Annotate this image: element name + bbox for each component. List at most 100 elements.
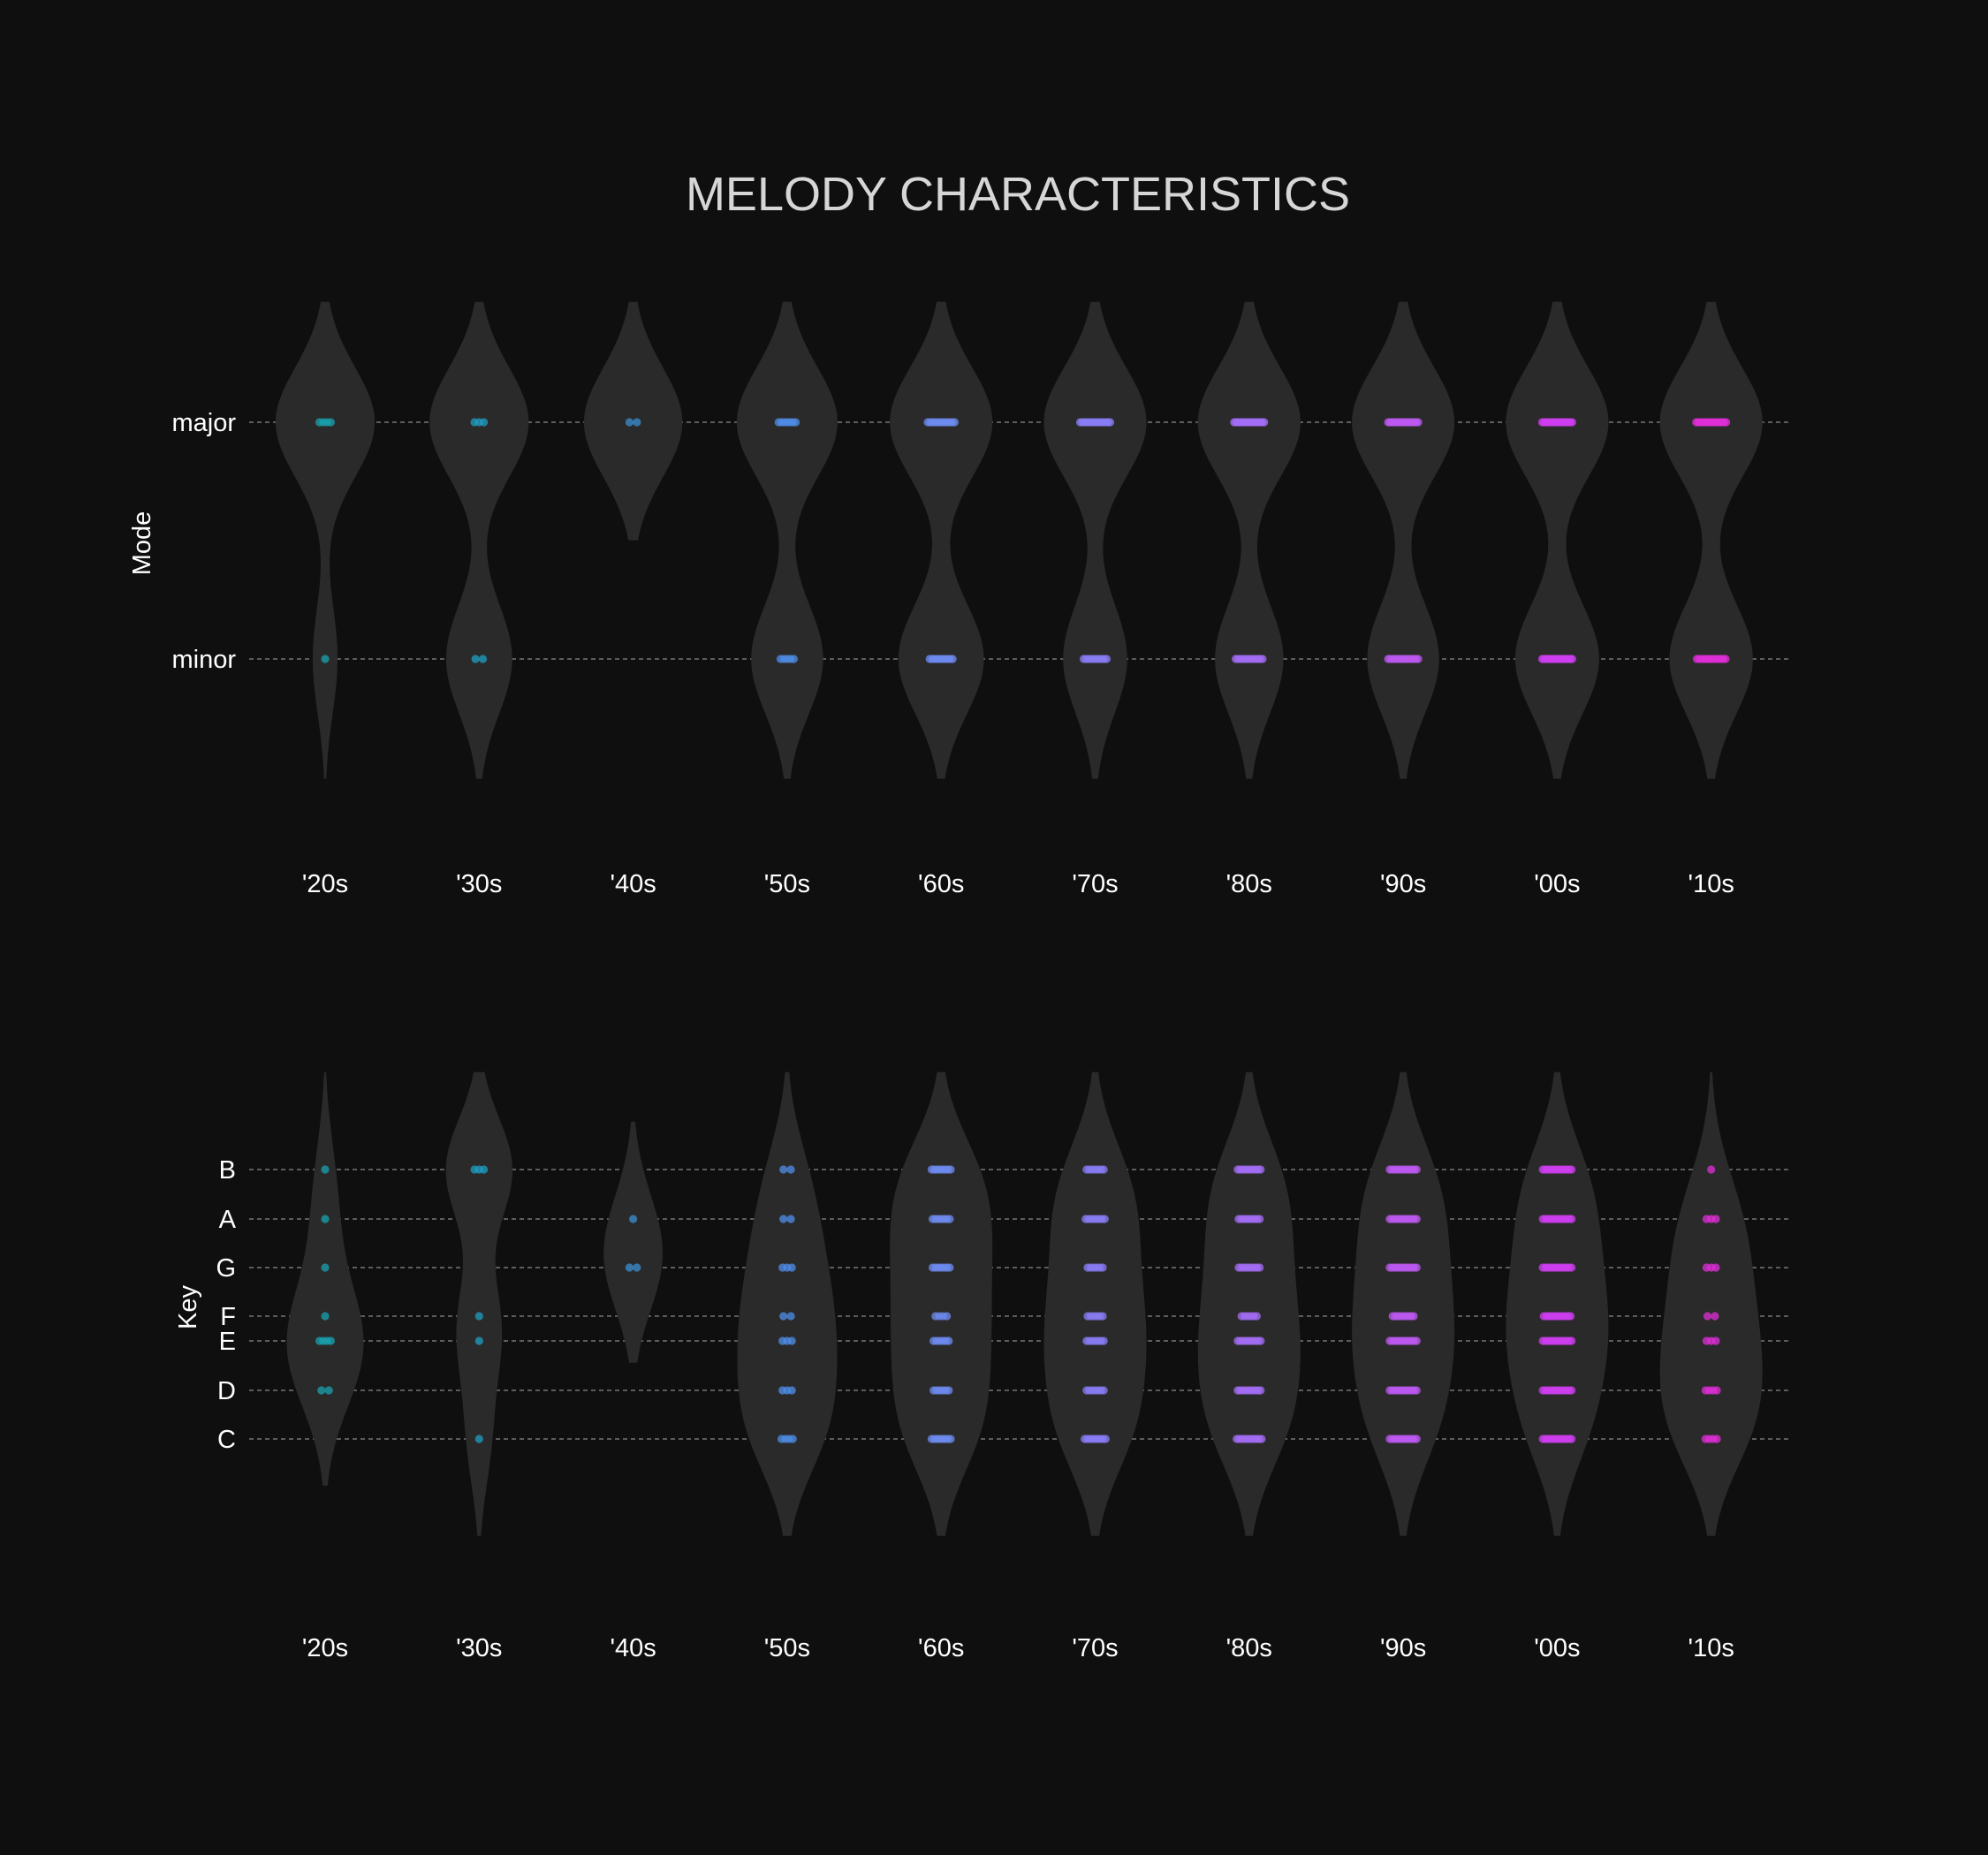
mode-x-tick-label-9: '10s xyxy=(1688,870,1734,898)
chart-title: MELODY CHARACTERISTICS xyxy=(686,168,1350,221)
mode-point xyxy=(1105,418,1115,427)
mode-point xyxy=(478,655,488,663)
key-x-tick-label-9: '10s xyxy=(1688,1634,1734,1662)
y-tick-label-a: A xyxy=(219,1206,237,1234)
key-point xyxy=(1101,1435,1110,1443)
y-tick-label-c: C xyxy=(217,1426,236,1454)
key-x-tick-label-8: '00s xyxy=(1534,1634,1580,1662)
mode-x-tick-label-1: '30s xyxy=(456,870,502,898)
key-point xyxy=(625,1263,634,1272)
key-point xyxy=(1567,1336,1576,1345)
key-point xyxy=(945,1215,954,1223)
key-point xyxy=(945,1263,954,1272)
key-point xyxy=(945,1336,953,1345)
key-point xyxy=(1256,1386,1265,1395)
mode-point xyxy=(792,418,801,427)
mode-point xyxy=(471,655,480,663)
mode-violin-3 xyxy=(736,301,838,779)
y-tick-label-d: D xyxy=(217,1377,236,1405)
key-point xyxy=(474,1312,483,1321)
key-point xyxy=(1707,1165,1716,1174)
key-violin-5 xyxy=(1043,1071,1147,1536)
key-point xyxy=(946,1435,955,1443)
y-tick-label-e: E xyxy=(219,1328,236,1356)
mode-x-tick-label-7: '90s xyxy=(1380,870,1426,898)
key-point xyxy=(1256,1336,1265,1345)
key-point xyxy=(1256,1263,1264,1272)
key-point xyxy=(1099,1386,1108,1395)
key-point xyxy=(1098,1312,1107,1321)
key-point xyxy=(786,1165,795,1174)
key-point xyxy=(324,1386,333,1395)
key-point xyxy=(633,1263,641,1272)
key-point xyxy=(1712,1386,1721,1395)
key-point xyxy=(1567,1435,1576,1443)
mode-point xyxy=(1260,418,1269,427)
mode-x-tick-label-2: '40s xyxy=(610,870,656,898)
mode-point xyxy=(633,418,641,427)
key-violin-6 xyxy=(1197,1071,1301,1536)
mode-point xyxy=(1258,655,1267,663)
key-violin-4 xyxy=(890,1071,993,1536)
key-point xyxy=(321,1165,330,1174)
key-point xyxy=(1412,1165,1421,1174)
mode-point xyxy=(948,655,957,663)
mode-point xyxy=(950,418,959,427)
key-point xyxy=(787,1336,796,1345)
key-violin-1 xyxy=(445,1071,512,1536)
key-point xyxy=(1256,1165,1265,1174)
key-point xyxy=(1100,1215,1109,1223)
key-point xyxy=(1409,1312,1418,1321)
key-point xyxy=(1412,1215,1421,1223)
key-point xyxy=(629,1215,638,1223)
mode-point xyxy=(1722,418,1731,427)
key-point xyxy=(1256,1215,1264,1223)
y-tick-label-g: G xyxy=(216,1254,236,1283)
key-point xyxy=(786,1312,795,1321)
key-point xyxy=(474,1435,483,1443)
mode-violin-0 xyxy=(276,301,375,779)
key-point xyxy=(1711,1263,1720,1272)
mode-violin-5 xyxy=(1043,301,1147,779)
key-violin-2 xyxy=(603,1121,663,1363)
key-violin-0 xyxy=(286,1071,364,1486)
key-violin-3 xyxy=(737,1071,838,1536)
mode-x-tick-label-0: '20s xyxy=(302,870,348,898)
key-point xyxy=(788,1435,797,1443)
key-point xyxy=(779,1165,788,1174)
y-tick-label-f: F xyxy=(220,1303,236,1331)
key-x-tick-label-4: '60s xyxy=(918,1634,964,1662)
key-point xyxy=(326,1336,335,1345)
mode-point xyxy=(1414,655,1423,663)
key-point xyxy=(945,1386,953,1395)
key-point xyxy=(1098,1263,1107,1272)
key-point xyxy=(1412,1263,1421,1272)
mode-point xyxy=(326,418,335,427)
key-violin-8 xyxy=(1506,1071,1609,1536)
mode-violin-7 xyxy=(1352,301,1455,779)
key-point xyxy=(1567,1215,1576,1223)
mode-point xyxy=(789,655,799,663)
key-point xyxy=(1412,1336,1421,1345)
mode-x-tick-label-5: '70s xyxy=(1072,870,1118,898)
key-axis-label: Key xyxy=(174,1285,202,1329)
key-point xyxy=(474,1336,483,1345)
mode-point xyxy=(1414,418,1423,427)
key-point xyxy=(787,1386,796,1395)
key-point xyxy=(1711,1312,1719,1321)
key-point xyxy=(1712,1435,1721,1443)
key-point xyxy=(786,1215,795,1223)
key-point xyxy=(321,1312,330,1321)
mode-axis-label: Mode xyxy=(128,511,156,576)
key-violin-9 xyxy=(1659,1071,1763,1536)
key-point xyxy=(1711,1336,1720,1345)
mode-x-tick-label-8: '00s xyxy=(1534,870,1580,898)
mode-point xyxy=(321,655,330,663)
key-point xyxy=(321,1263,330,1272)
key-violin-7 xyxy=(1352,1071,1455,1536)
mode-point xyxy=(1102,655,1112,663)
key-point xyxy=(321,1215,330,1223)
key-point xyxy=(1257,1435,1266,1443)
mode-point xyxy=(1721,655,1730,663)
mode-point xyxy=(625,418,634,427)
